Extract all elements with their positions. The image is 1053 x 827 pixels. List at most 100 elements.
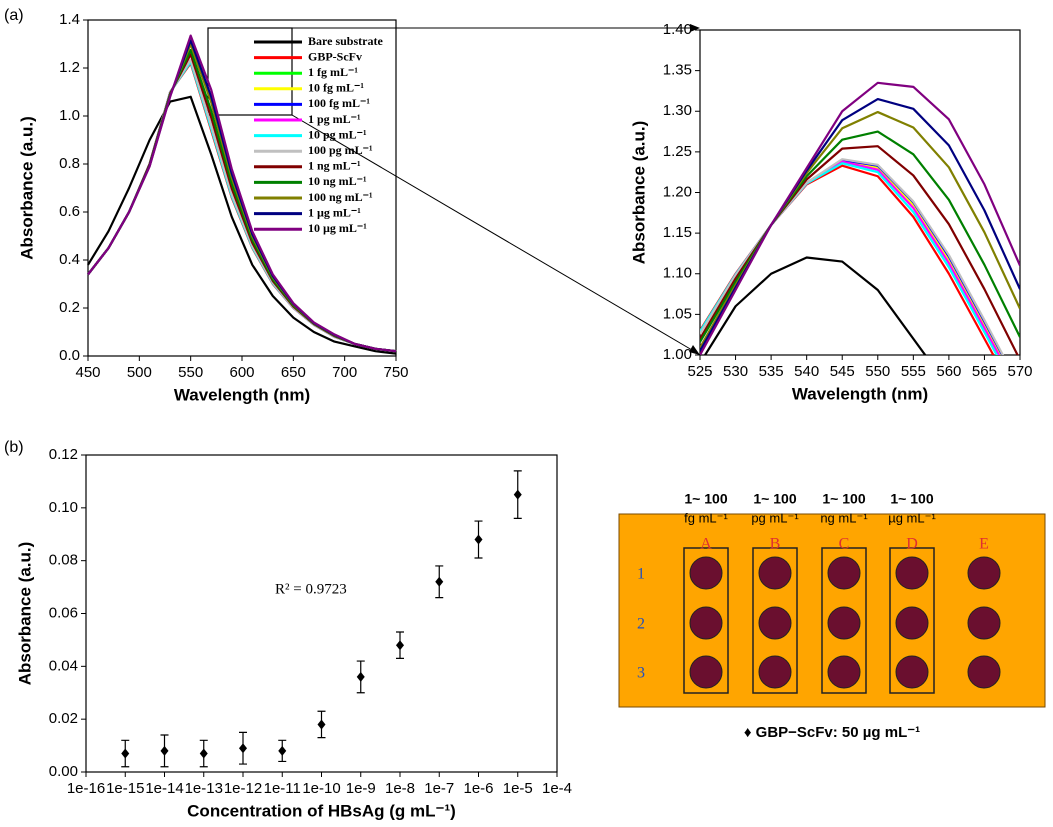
data-point: [278, 745, 287, 756]
y-tick-label: 1.15: [663, 224, 692, 241]
series-line: [700, 145, 1019, 355]
well: [689, 655, 723, 689]
y-tick-label: 1.25: [663, 143, 692, 160]
y-tick-label: 0.2: [59, 299, 80, 316]
x-tick-label: 1e-15: [106, 780, 144, 797]
legend-label: 10 µg mL⁻¹: [308, 221, 367, 235]
y-tick-label: 0.06: [49, 604, 78, 621]
column-box: [752, 547, 798, 694]
data-point: [317, 719, 326, 730]
column-unit: fg mL⁻¹: [684, 510, 728, 525]
well: [967, 556, 1001, 590]
panel-label: (a): [4, 7, 24, 24]
x-tick-label: 1e-14: [145, 780, 183, 797]
x-tick-label: 1e-4: [542, 780, 572, 797]
y-axis-label: Absorbance (a.u.): [629, 121, 648, 265]
x-axis-label: Wavelength (nm): [174, 385, 310, 404]
well: [827, 556, 861, 590]
well: [895, 655, 929, 689]
y-tick-label: 1.00: [663, 346, 692, 363]
well: [689, 556, 723, 590]
x-tick-label: 550: [178, 364, 203, 381]
x-tick-label: 560: [936, 363, 961, 380]
x-tick-label: 540: [794, 363, 819, 380]
y-tick-label: 1.2: [59, 59, 80, 76]
legend-label: 100 fg mL⁻¹: [308, 96, 370, 110]
column-box: [683, 547, 729, 694]
y-tick-label: 1.40: [663, 21, 692, 38]
column-unit: ng mL⁻¹: [820, 510, 868, 525]
legend-label: 10 ng mL⁻¹: [308, 174, 367, 188]
y-tick-label: 0.0: [59, 347, 80, 364]
column-range: 1~ 100: [822, 491, 865, 507]
y-tick-label: 1.20: [663, 183, 692, 200]
x-axis-label: Concentration of HBsAg (g mL⁻¹): [187, 801, 456, 820]
series-line: [700, 160, 1001, 355]
well: [895, 556, 929, 590]
legend-label: 10 fg mL⁻¹: [308, 81, 364, 95]
x-tick-label: 500: [127, 364, 152, 381]
x-tick-label: 530: [723, 363, 748, 380]
annotation: R² = 0.9723: [275, 581, 347, 597]
well: [758, 556, 792, 590]
series-line: [703, 256, 927, 355]
y-tick-label: 1.05: [663, 305, 692, 322]
plate-footer: ♦ GBP−ScFv: 50 µg mL⁻¹: [744, 724, 920, 741]
x-tick-label: 700: [332, 364, 357, 381]
y-tick-label: 0.10: [49, 499, 78, 516]
well: [689, 606, 723, 640]
y-tick-label: 0.6: [59, 203, 80, 220]
data-point: [396, 640, 404, 651]
row-label: 2: [637, 616, 645, 633]
legend-label: GBP-ScFv: [308, 49, 362, 63]
y-tick-label: 0.02: [49, 710, 78, 727]
data-point: [239, 743, 247, 754]
legend-label: Bare substrate: [308, 34, 383, 48]
x-tick-label: 450: [75, 364, 100, 381]
x-tick-label: 1e-5: [503, 780, 533, 797]
well: [758, 655, 792, 689]
x-tick-label: 600: [229, 364, 254, 381]
y-tick-label: 0.8: [59, 155, 80, 172]
legend-label: 1 µg mL⁻¹: [308, 205, 361, 219]
data-point: [513, 489, 522, 500]
y-tick-label: 0.4: [59, 251, 80, 268]
series-line: [700, 97, 1020, 352]
column-range: 1~ 100: [890, 491, 933, 507]
legend-label: 1 fg mL⁻¹: [308, 65, 358, 79]
series-group: [700, 81, 1020, 355]
x-tick-label: 545: [830, 363, 855, 380]
well: [827, 655, 861, 689]
panel-label: (b): [4, 439, 24, 456]
y-tick-label: 0.12: [49, 446, 78, 463]
x-tick-label: 1e-10: [302, 780, 340, 797]
column-box: [889, 547, 935, 694]
well: [967, 606, 1001, 640]
y-tick-label: 0.08: [49, 552, 78, 569]
x-tick-label: 525: [687, 363, 712, 380]
legend-label: 100 pg mL⁻¹: [308, 143, 373, 157]
series-group: [87, 34, 397, 355]
column-letter: C: [839, 536, 850, 553]
x-tick-label: 1e-8: [385, 780, 415, 797]
legend-label: 100 ng mL⁻¹: [308, 190, 373, 204]
x-tick-label: 555: [901, 363, 926, 380]
x-tick-label: 1e-13: [185, 780, 223, 797]
x-tick-label: 1e-9: [346, 780, 376, 797]
row-label: 3: [637, 665, 645, 682]
series-line: [87, 34, 397, 353]
x-tick-label: 1e-7: [424, 780, 454, 797]
arrow-head: [689, 345, 700, 355]
x-tick-label: 550: [865, 363, 890, 380]
column-letter: E: [979, 536, 989, 553]
x-tick-label: 1e-6: [463, 780, 493, 797]
y-axis-label: Absorbance (a.u.): [17, 116, 36, 260]
plate-diagram: 1~ 100 fg mL⁻¹ A 1~ 100 pg mL⁻¹ B 1~ 100 ng mL⁻…: [618, 491, 1046, 741]
column-range: 1~ 100: [753, 491, 796, 507]
column-unit: pg mL⁻¹: [751, 510, 799, 525]
series-line: [700, 81, 1020, 355]
column-unit: µg mL⁻¹: [888, 510, 936, 525]
legend-label: 1 ng mL⁻¹: [308, 159, 361, 173]
row-label: 1: [637, 566, 645, 583]
